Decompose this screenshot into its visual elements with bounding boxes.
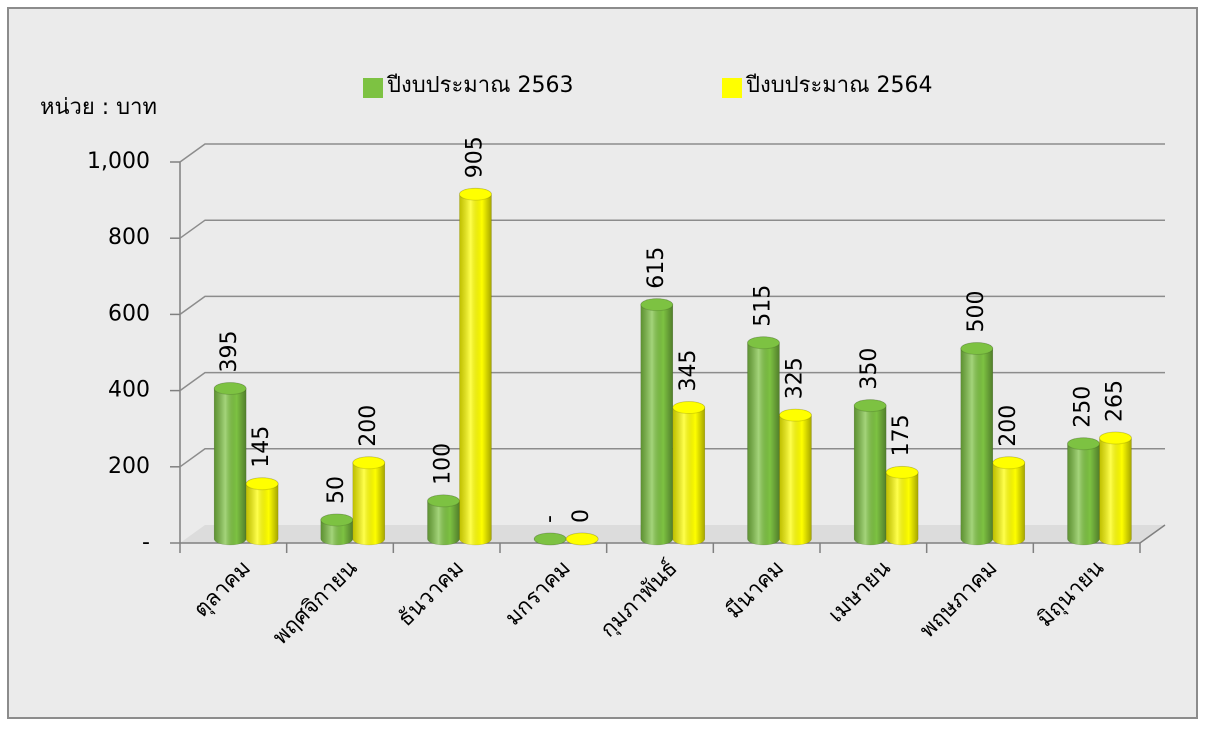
bar-top: [1098, 431, 1132, 445]
y-tick-label: 400: [108, 378, 150, 403]
bar-shade: [459, 188, 492, 546]
legend-label: ปีงบประมาณ 2564: [745, 73, 933, 98]
data-label: 175: [889, 414, 914, 456]
bar-shade: [640, 298, 673, 545]
legend-label: ปีงบประมาณ 2563: [386, 73, 574, 98]
bar-shade: [1067, 437, 1100, 545]
bar-top: [853, 399, 887, 413]
data-label: 515: [750, 285, 775, 327]
bar-top: [960, 342, 994, 355]
bar-top: [640, 298, 674, 312]
bar-top: [885, 465, 919, 479]
grid-line: [179, 448, 1165, 468]
bar-top: [352, 456, 386, 470]
bar-shade: [747, 336, 780, 545]
bar-shade: [1099, 432, 1132, 545]
grid-line: [179, 295, 1165, 316]
grid-line: [179, 371, 1165, 392]
data-label: 0: [569, 509, 594, 523]
bar-shade: [352, 456, 385, 545]
data-label: 395: [217, 331, 242, 373]
bar-shade: [779, 409, 812, 545]
data-label: 100: [430, 443, 455, 485]
bar-top: [533, 532, 567, 546]
bar-top: [1066, 437, 1100, 451]
data-label: 345: [676, 350, 701, 392]
data-label: 250: [1070, 386, 1095, 428]
data-label: 615: [644, 247, 669, 289]
bar-shade: [246, 477, 279, 545]
y-tick-label: 1,000: [87, 149, 150, 174]
bar-shade: [886, 466, 919, 545]
bar-top: [565, 532, 599, 546]
legend-swatch: [722, 78, 742, 98]
bar-top: [213, 382, 247, 396]
bar-top: [245, 477, 279, 491]
bar-top: [458, 187, 492, 201]
data-label: 265: [1102, 380, 1127, 422]
bar-top: [992, 456, 1026, 470]
data-label: 905: [462, 136, 487, 178]
data-label: 50: [324, 476, 349, 504]
bar-top: [778, 408, 812, 422]
bar-shade: [672, 401, 705, 545]
y-tick-label: 800: [108, 225, 150, 250]
bar-top: [426, 494, 460, 508]
data-label: 200: [996, 405, 1021, 447]
legend-swatch: [363, 78, 383, 98]
y-tick-label: -: [142, 530, 150, 555]
data-label: -: [537, 515, 562, 523]
data-label: 350: [857, 348, 882, 390]
y-tick-label: 600: [108, 301, 150, 326]
chart-background: [7, 7, 1198, 719]
bar-shade: [854, 399, 887, 545]
bar-shade: [427, 494, 460, 545]
bar-top: [672, 401, 706, 415]
data-label: 145: [249, 426, 274, 468]
bar-top: [746, 336, 780, 350]
bar-top: [320, 513, 354, 527]
unit-label: หน่วย : บาท: [40, 95, 157, 120]
grid-line: [179, 219, 1165, 239]
data-label: 325: [782, 357, 807, 399]
bar-shade: [214, 382, 247, 545]
bar-shade: [960, 342, 993, 545]
data-label: 200: [356, 405, 381, 447]
grid-line: [179, 143, 1165, 163]
y-tick-label: 200: [108, 454, 150, 479]
bar-shade: [992, 456, 1025, 545]
data-label: 500: [964, 291, 989, 333]
